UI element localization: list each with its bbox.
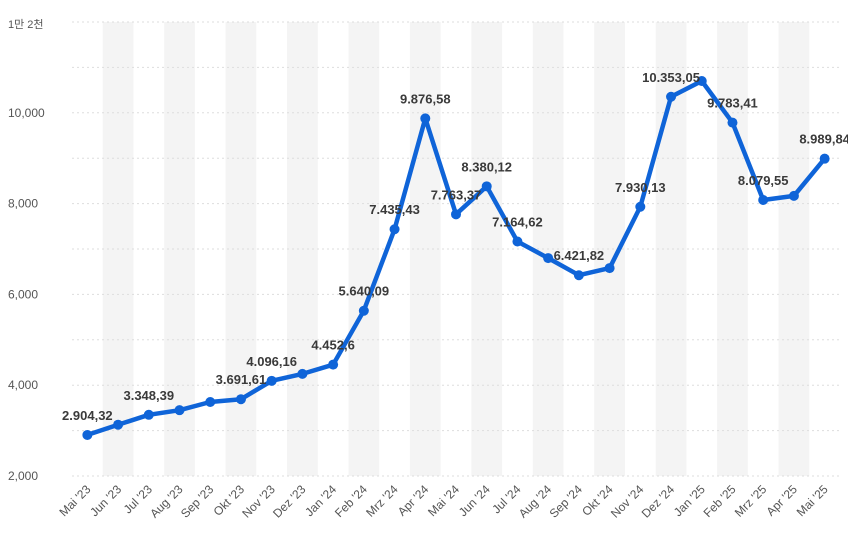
x-tick-label: Jan '25 [671,482,708,519]
y-tick-label: 10,000 [8,106,45,120]
column-band [409,22,441,476]
data-label: 6.421,82 [554,248,605,263]
x-tick-label: Feb '24 [332,482,370,520]
data-point [113,419,124,430]
column-band [164,22,195,476]
data-label: 7.763,37 [431,187,482,202]
column-band [471,22,503,476]
column-band [225,22,257,476]
series-line [85,78,827,438]
x-tick-label: Apr '25 [764,482,801,519]
data-label: 5.640,09 [339,284,390,299]
data-label: 9.876,58 [400,91,451,106]
x-tick-label: Nov '24 [608,482,647,521]
data-point [512,236,523,247]
data-label: 3.691,61 [216,372,267,387]
data-label: 3.348,39 [123,388,174,403]
x-tick-label: Sep '23 [178,482,217,521]
data-point [143,409,154,420]
data-point [758,194,769,205]
y-tick-label: 6,000 [8,287,38,301]
data-point [82,429,93,440]
data-label: 7.930,13 [615,180,666,195]
data-label: 4.096,16 [246,354,297,369]
x-tick-label: Dez '24 [639,482,678,521]
x-tick-label: Mai '25 [794,482,831,519]
x-tick-label: Nov '23 [239,482,278,521]
y-axis-ticks: 2,000 4,000 6,000 8,000 10,000 [8,106,45,483]
data-point [788,190,799,201]
gridlines [72,21,840,477]
data-label: 8.380,12 [461,159,512,174]
data-point [174,405,185,416]
y-tick-label: 2,000 [8,469,38,483]
data-point [666,91,677,102]
data-label: 9.783,41 [707,96,758,111]
x-tick-label: Mrz '24 [363,482,401,520]
data-point [205,396,216,407]
data-point [604,263,615,274]
data-point [543,253,554,264]
data-point [451,209,461,220]
x-tick-label: Jun '24 [456,482,493,519]
x-tick-label: Aug '24 [516,482,555,521]
data-point [266,375,277,386]
x-tick-label: Feb '25 [701,482,739,520]
data-label: 2.904,32 [62,408,113,423]
data-point [696,76,707,87]
data-point [727,117,738,128]
y-tick-label: 8,000 [8,197,38,211]
x-tick-label: Apr '24 [395,482,432,519]
data-point [635,201,646,212]
data-points [82,76,830,440]
x-tick-label: Jan '24 [302,482,339,519]
data-point [358,305,369,316]
x-tick-label: Mrz '25 [732,482,770,520]
data-label: 8.079,55 [738,173,789,188]
data-point [420,113,431,124]
data-label: 7.435,43 [369,202,420,217]
y-tick-label: 4,000 [8,378,38,392]
x-tick-label: Aug '23 [147,482,186,521]
data-label: 10.353,05 [642,70,700,85]
data-label: 4.452,6 [311,338,354,353]
data-label: 7.164,62 [492,215,543,230]
data-labels: 2.904,32 3.348,39 3.691,61 4.096,16 4.452,6 5… [62,70,848,423]
x-tick-label: Sep '24 [547,482,586,521]
data-label: 8.989,84 [799,132,848,147]
data-point [481,181,492,192]
data-point [328,359,339,370]
x-tick-label: Mai '23 [56,482,93,519]
x-tick-label: Mai '24 [425,482,462,519]
data-point [297,368,308,379]
data-point [819,153,830,164]
data-point [573,270,584,281]
data-point [389,224,400,235]
y-axis-unit-label: 1만 2천 [8,17,44,31]
x-tick-label: Jun '23 [87,482,124,519]
x-tick-label: Dez '23 [270,482,309,521]
data-point [235,394,246,405]
